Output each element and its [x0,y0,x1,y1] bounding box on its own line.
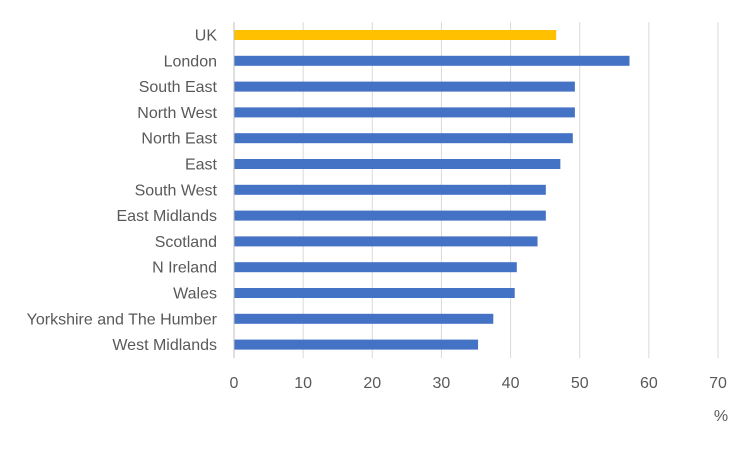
bar [234,262,517,273]
category-label: South West [135,182,218,199]
category-label: North West [137,105,217,122]
bar [234,339,479,350]
bars [234,30,630,350]
bar [234,107,575,118]
category-labels: UK London South East North West North East Ea… [27,28,218,355]
x-tick-label: 40 [502,375,520,392]
bar [234,313,494,324]
category-label: UK [195,28,218,45]
category-label: West Midlands [112,337,217,354]
bar [234,210,546,221]
x-tick-label: 30 [433,375,451,392]
category-label: Yorkshire and The Humber [27,311,218,328]
category-label: East Midlands [117,208,218,225]
bar [234,81,575,92]
x-tick-label: 60 [640,375,658,392]
x-tick-label: 50 [571,375,589,392]
category-label: London [164,53,217,70]
unit-label: % [714,408,728,425]
x-tick-label: 10 [294,375,312,392]
category-label: N Ireland [152,260,217,277]
x-tick-label: 0 [230,375,239,392]
x-tick-labels: 0 10 20 30 40 50 60 70 [230,375,727,392]
bar [234,159,561,169]
bar [234,55,630,66]
x-tick-label: 20 [363,375,381,392]
category-label: North East [141,131,217,148]
bar [234,133,573,144]
category-label: Scotland [155,234,217,251]
x-tick-label: 70 [709,375,727,392]
category-label: South East [139,79,218,96]
bar [234,184,546,195]
bar [234,236,538,247]
category-label: Wales [173,286,217,303]
bar [234,288,515,298]
category-label: East [185,157,218,174]
bar [234,30,557,40]
